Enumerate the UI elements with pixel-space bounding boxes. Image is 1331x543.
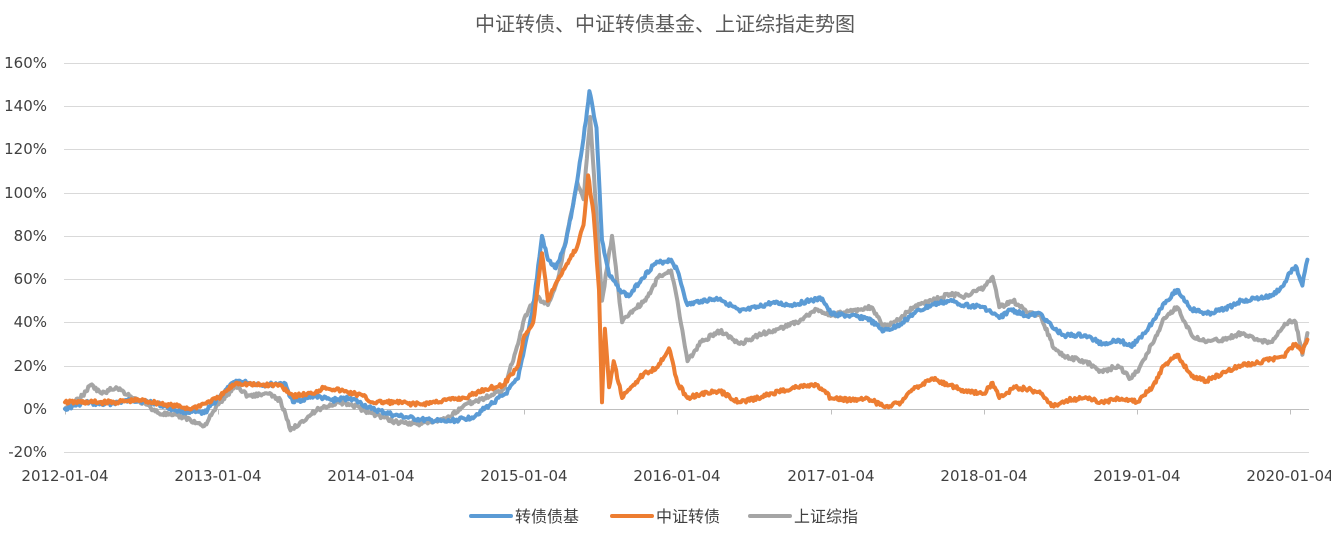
series-line-3: [63, 115, 1310, 433]
grid-lines: [64, 63, 1309, 453]
y-tick-label: 120%: [4, 140, 47, 158]
y-tick-label: 40%: [14, 313, 47, 331]
y-tick-label: 80%: [14, 227, 47, 245]
legend-label: 转债债基: [515, 507, 579, 526]
y-tick-label: -20%: [8, 443, 47, 461]
x-tick-label: 2020-01-04: [1246, 467, 1331, 485]
series-line-2: [63, 173, 1310, 412]
legend: 转债债基 中证转债 上证综指: [469, 507, 858, 526]
x-tick-label: 2017-01-04: [787, 467, 874, 485]
axes: -20% 0% 20% 40% 60% 80% 100% 120% 140% 160% 2012-0…: [4, 54, 1331, 485]
series-line-1: [63, 89, 1310, 425]
y-tick-label: 100%: [4, 184, 47, 202]
x-tick-label: 2015-01-04: [480, 467, 567, 485]
x-tick-label: 2012-01-04: [21, 467, 108, 485]
y-tick-label: 0%: [23, 400, 47, 418]
series-lines: [63, 89, 1310, 433]
x-tick-label: 2018-01-04: [940, 467, 1027, 485]
x-tick-label: 2019-01-04: [1093, 467, 1180, 485]
y-tick-label: 60%: [14, 270, 47, 288]
x-tick-label: 2014-01-04: [327, 467, 414, 485]
y-tick-label: 140%: [4, 97, 47, 115]
y-tick-label: 20%: [14, 357, 47, 375]
legend-label: 中证转债: [656, 507, 720, 526]
chart-title: 中证转债、中证转债基金、上证综指走势图: [475, 12, 855, 36]
y-tick-label: 160%: [4, 54, 47, 72]
x-tick-label: 2016-01-04: [633, 467, 720, 485]
legend-label: 上证综指: [794, 507, 858, 526]
x-tick-label: 2013-01-04: [174, 467, 261, 485]
